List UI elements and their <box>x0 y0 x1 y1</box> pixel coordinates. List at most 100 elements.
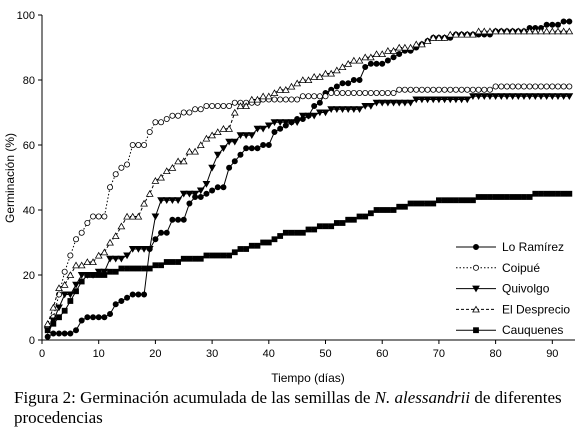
data-point <box>185 190 194 198</box>
data-point <box>49 317 58 325</box>
data-point <box>339 90 346 97</box>
data-point <box>565 27 574 35</box>
data-point <box>525 27 534 35</box>
data-point <box>209 187 216 194</box>
data-point <box>220 103 227 110</box>
data-point <box>453 197 459 204</box>
data-point <box>339 80 346 87</box>
data-point <box>168 163 177 171</box>
data-point <box>435 86 442 93</box>
data-point <box>146 128 153 135</box>
data-point <box>101 314 108 321</box>
data-point <box>168 197 177 205</box>
data-point <box>413 200 420 207</box>
legend-label: Cauquenes <box>502 323 563 337</box>
data-point <box>441 197 448 204</box>
data-point <box>401 203 408 210</box>
data-point <box>50 330 57 337</box>
data-point <box>372 50 381 57</box>
data-point <box>464 86 471 93</box>
data-point <box>141 291 148 298</box>
data-point <box>118 297 125 304</box>
data-point <box>327 69 336 77</box>
data-point <box>56 314 62 321</box>
data-point <box>293 119 302 127</box>
data-point <box>395 43 404 51</box>
data-point <box>219 124 228 132</box>
data-point <box>169 259 176 265</box>
data-point <box>543 21 550 28</box>
data-point <box>543 190 550 197</box>
legend-label: El Desprecio <box>502 302 570 316</box>
data-point <box>418 86 425 93</box>
data-point <box>242 132 251 140</box>
data-point <box>305 226 312 233</box>
data-point <box>287 82 296 90</box>
data-point <box>220 184 227 191</box>
data-point <box>282 229 289 236</box>
legend-entry: Coipué <box>456 261 540 275</box>
data-point <box>304 112 313 120</box>
data-point <box>526 83 533 90</box>
data-point <box>271 128 278 135</box>
data-point <box>225 138 234 146</box>
data-point <box>349 106 358 114</box>
data-point <box>446 96 455 104</box>
x-tick-label: 70 <box>433 348 445 360</box>
data-point <box>175 216 182 223</box>
data-point <box>396 86 403 93</box>
data-point <box>175 112 182 119</box>
data-point <box>226 252 233 259</box>
data-point <box>333 220 340 226</box>
data-point <box>163 259 170 265</box>
data-point <box>333 83 340 90</box>
data-point <box>111 232 120 240</box>
data-point <box>107 310 114 317</box>
data-point <box>559 27 568 35</box>
data-point <box>77 271 86 279</box>
data-point <box>90 272 96 278</box>
data-point <box>475 194 482 200</box>
data-point <box>209 252 216 259</box>
y-axis-title: Germinación (%) <box>3 133 17 223</box>
data-point <box>537 93 545 101</box>
data-point <box>389 46 398 54</box>
data-point <box>322 93 329 100</box>
data-point <box>169 112 176 119</box>
data-point <box>316 93 323 100</box>
y-tick-label: 0 <box>29 335 35 347</box>
data-point <box>565 93 574 101</box>
data-point <box>429 33 438 41</box>
data-point <box>77 261 86 269</box>
data-point <box>413 86 420 93</box>
data-point <box>554 21 561 28</box>
data-point <box>220 252 227 259</box>
data-point <box>521 194 527 200</box>
data-point <box>543 83 550 90</box>
data-point <box>94 268 103 276</box>
data-point <box>260 239 267 246</box>
data-point <box>141 141 148 148</box>
figure-caption: Figura 2: Germinación acumulada de las s… <box>14 388 574 428</box>
data-point <box>203 190 210 197</box>
data-point <box>435 96 443 104</box>
data-point <box>196 141 205 149</box>
data-point <box>457 96 466 104</box>
data-point <box>90 213 97 220</box>
data-point <box>243 145 250 152</box>
data-point <box>123 252 131 260</box>
data-point <box>293 79 302 87</box>
series-0 <box>44 18 573 340</box>
data-point <box>559 93 568 101</box>
data-point <box>145 189 154 197</box>
x-tick-label: 10 <box>93 348 105 360</box>
data-point <box>209 103 216 110</box>
data-point <box>231 249 238 256</box>
data-point <box>423 37 432 44</box>
data-point <box>452 96 460 104</box>
data-point <box>73 288 79 295</box>
data-point <box>549 83 556 90</box>
data-point <box>491 27 500 35</box>
data-point <box>526 194 533 200</box>
data-point <box>287 119 296 127</box>
